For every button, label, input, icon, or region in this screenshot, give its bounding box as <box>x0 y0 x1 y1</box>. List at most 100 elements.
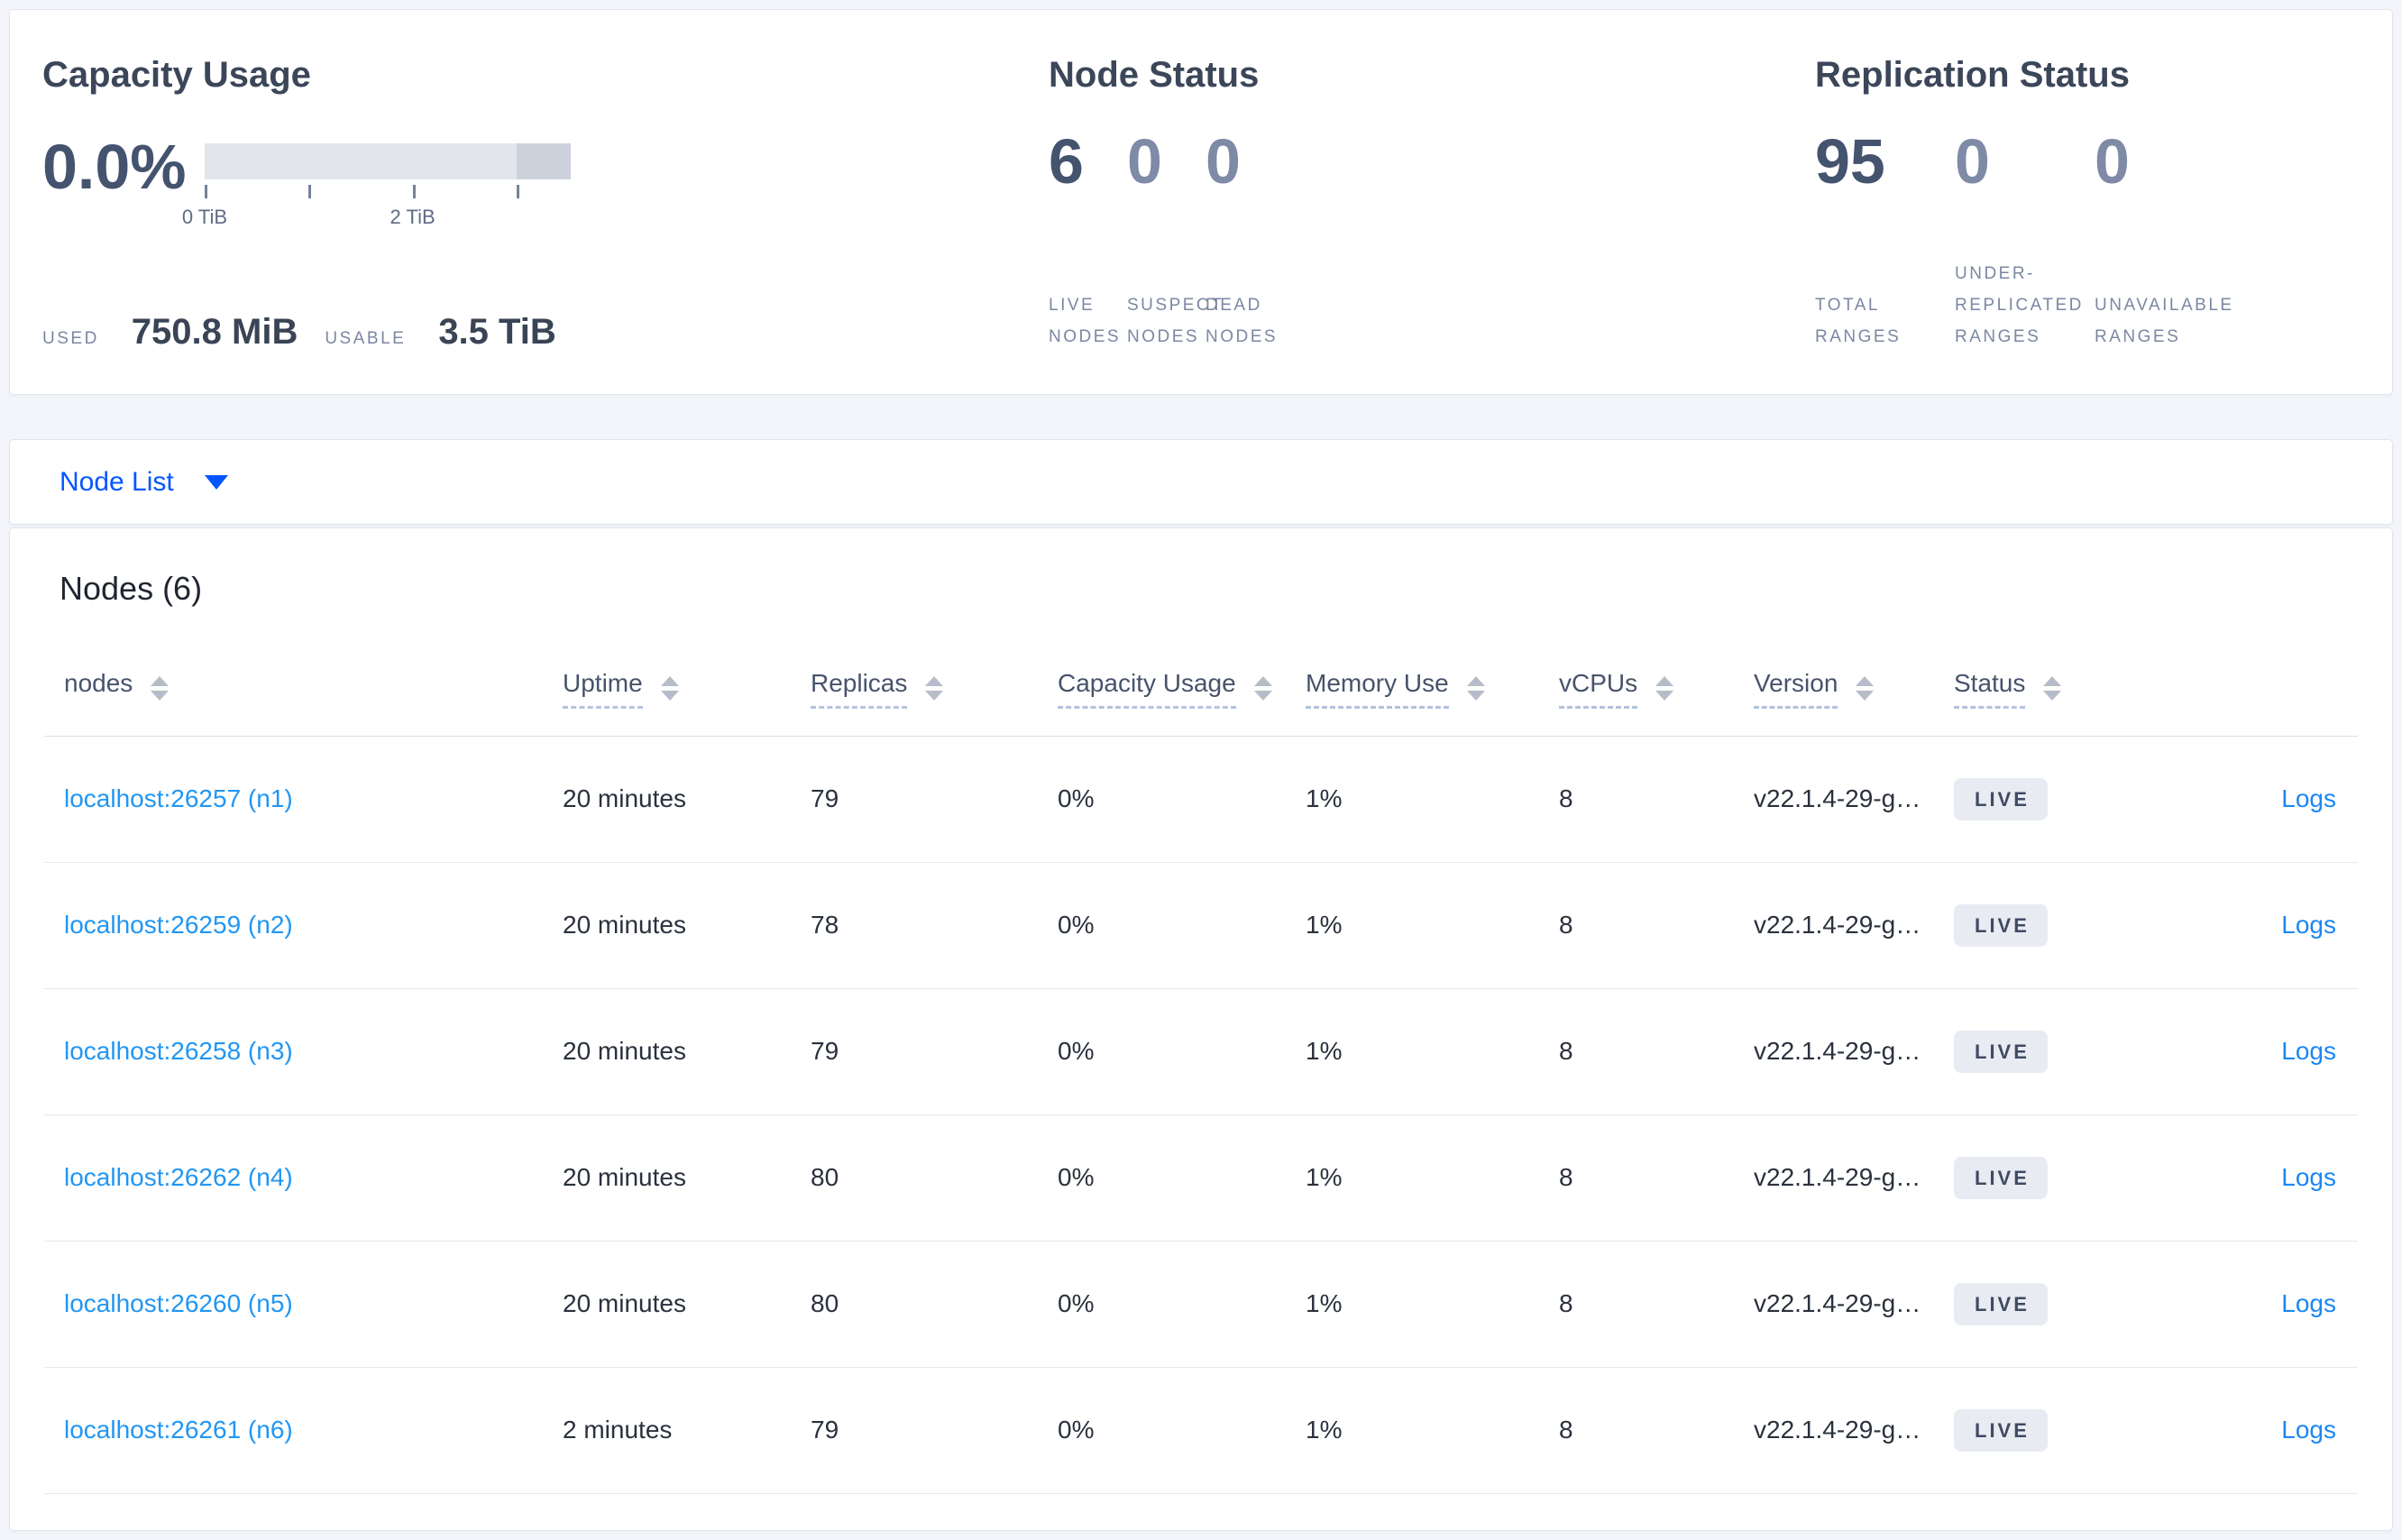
replicas-cell: 78 <box>811 862 1058 989</box>
version-cell: v22.1.4-29-g… <box>1754 988 1954 1115</box>
unavailable-value: 0 <box>2095 126 2130 197</box>
status-badge: LIVE <box>1954 1030 2048 1073</box>
column-header-logs <box>2161 642 2358 737</box>
node-link[interactable]: localhost:26260 (n5) <box>64 1289 293 1317</box>
column-header-nodes[interactable]: nodes <box>44 642 563 737</box>
replicas-cell: 79 <box>811 736 1058 863</box>
node-list-bar: Node List <box>9 439 2393 525</box>
logs-link[interactable]: Logs <box>2281 784 2336 812</box>
capacity-cell: 0% <box>1058 862 1306 989</box>
column-header-version[interactable]: Version <box>1754 642 1954 737</box>
tick-mark <box>516 185 519 198</box>
replication-status-title: Replication Status <box>1815 55 2130 95</box>
replicas-cell: 80 <box>811 1241 1058 1368</box>
status-badge: LIVE <box>1954 1408 2048 1452</box>
node-link[interactable]: localhost:26261 (n6) <box>64 1416 293 1444</box>
nodes-table: nodes Uptime Replicas Capacity Usage Mem… <box>44 642 2358 1494</box>
version-cell: v22.1.4-29-g… <box>1754 736 1954 863</box>
usable-value: 3.5 TiB <box>438 312 556 352</box>
version-cell: v22.1.4-29-g… <box>1754 1114 1954 1242</box>
memory-cell: 1% <box>1306 1241 1559 1368</box>
tick-mark <box>308 185 312 198</box>
sort-icon <box>660 676 679 701</box>
node-link[interactable]: localhost:26259 (n2) <box>64 911 293 939</box>
vcpus-cell: 8 <box>1559 736 1754 863</box>
usable-label: USABLE <box>325 329 407 348</box>
logs-link[interactable]: Logs <box>2281 1163 2336 1191</box>
vcpus-cell: 8 <box>1559 1114 1754 1242</box>
used-label: USED <box>42 329 99 348</box>
uptime-cell: 20 minutes <box>563 736 811 863</box>
capacity-usage-panel: Capacity Usage 0.0% 0 TiB 2 TiB <box>33 53 1049 353</box>
node-link[interactable]: localhost:26258 (n3) <box>64 1037 293 1065</box>
table-row: localhost:26261 (n6) 2 minutes 79 0% 1% … <box>44 1367 2358 1494</box>
logs-link[interactable]: Logs <box>2281 1289 2336 1317</box>
dead-nodes-value: 0 <box>1206 126 1241 197</box>
tick-mark <box>205 185 207 198</box>
total-ranges-label: TOTAL RANGES <box>1815 296 1902 346</box>
memory-cell: 1% <box>1306 736 1559 863</box>
status-badge: LIVE <box>1954 1282 2048 1325</box>
table-header-row: nodes Uptime Replicas Capacity Usage Mem… <box>44 642 2358 737</box>
capacity-bar: 0 TiB 2 TiB <box>182 133 571 231</box>
sort-icon <box>2043 676 2062 701</box>
capacity-cell: 0% <box>1058 1367 1306 1494</box>
column-header-memory-use[interactable]: Memory Use <box>1306 642 1559 737</box>
axis-label-2tib: 2 TiB <box>390 206 435 228</box>
node-list-label: Node List <box>60 466 174 497</box>
status-badge: LIVE <box>1954 777 2048 820</box>
sort-icon <box>1655 676 1674 701</box>
under-replicated-label: UNDER-REPLICATED RANGES <box>1955 264 2084 346</box>
axis-label-0tib: 0 TiB <box>181 206 228 228</box>
logs-link[interactable]: Logs <box>2281 1037 2336 1065</box>
capacity-cell: 0% <box>1058 1114 1306 1242</box>
memory-cell: 1% <box>1306 1367 1559 1494</box>
replicas-cell: 79 <box>811 988 1058 1115</box>
sort-icon <box>1466 676 1485 701</box>
uptime-cell: 20 minutes <box>563 1114 811 1242</box>
under-replicated-value: 0 <box>1955 126 1990 197</box>
live-nodes-label: LIVE NODES <box>1049 296 1122 346</box>
node-list-dropdown[interactable]: Node List <box>60 467 228 498</box>
column-header-uptime[interactable]: Uptime <box>563 642 811 737</box>
sort-icon <box>1856 676 1875 701</box>
version-cell: v22.1.4-29-g… <box>1754 1367 1954 1494</box>
table-row: localhost:26262 (n4) 20 minutes 80 0% 1%… <box>44 1114 2358 1242</box>
logs-link[interactable]: Logs <box>2281 1416 2336 1444</box>
tick-mark <box>412 185 416 198</box>
memory-cell: 1% <box>1306 862 1559 989</box>
capacity-axis-labels: 0 TiB 2 TiB <box>182 206 571 231</box>
total-ranges-stat: 95 TOTAL RANGES <box>1815 127 1955 353</box>
nodes-table-card: Nodes (6) nodes Uptime Replicas <box>9 527 2393 1531</box>
logs-link[interactable]: Logs <box>2281 911 2336 939</box>
dead-nodes-label: DEAD NODES <box>1206 296 1279 346</box>
uptime-cell: 2 minutes <box>563 1367 811 1494</box>
replicas-cell: 79 <box>811 1367 1058 1494</box>
capacity-used-usable-row: USED 750.8 MiB USABLE 3.5 TiB <box>42 312 1049 353</box>
node-status-panel: Node Status 6 LIVE NODES 0 SUSPECT NODES… <box>1049 53 1815 353</box>
capacity-cell: 0% <box>1058 736 1306 863</box>
node-link[interactable]: localhost:26257 (n1) <box>64 784 293 812</box>
capacity-cell: 0% <box>1058 1241 1306 1368</box>
sort-icon <box>925 676 944 701</box>
capacity-usage-title: Capacity Usage <box>42 55 311 95</box>
vcpus-cell: 8 <box>1559 1241 1754 1368</box>
capacity-bar-track <box>205 143 571 179</box>
column-header-status[interactable]: Status <box>1954 642 2161 737</box>
capacity-bar-chart: 0.0% 0 TiB 2 TiB <box>42 133 1049 231</box>
column-header-replicas[interactable]: Replicas <box>811 642 1058 737</box>
memory-cell: 1% <box>1306 1114 1559 1242</box>
memory-cell: 1% <box>1306 988 1559 1115</box>
column-header-vcpus[interactable]: vCPUs <box>1559 642 1754 737</box>
column-header-capacity-usage[interactable]: Capacity Usage <box>1058 642 1306 737</box>
node-status-stats: 6 LIVE NODES 0 SUSPECT NODES 0 DEAD NODE… <box>1049 127 1815 353</box>
vcpus-cell: 8 <box>1559 988 1754 1115</box>
vcpus-cell: 8 <box>1559 862 1754 989</box>
cluster-summary-card: Capacity Usage 0.0% 0 TiB 2 TiB <box>9 9 2393 395</box>
node-link[interactable]: localhost:26262 (n4) <box>64 1163 293 1191</box>
capacity-bar-segment <box>516 143 571 179</box>
table-row: localhost:26259 (n2) 20 minutes 78 0% 1%… <box>44 862 2358 989</box>
status-badge: LIVE <box>1954 903 2048 947</box>
capacity-axis-ticks <box>205 184 571 200</box>
